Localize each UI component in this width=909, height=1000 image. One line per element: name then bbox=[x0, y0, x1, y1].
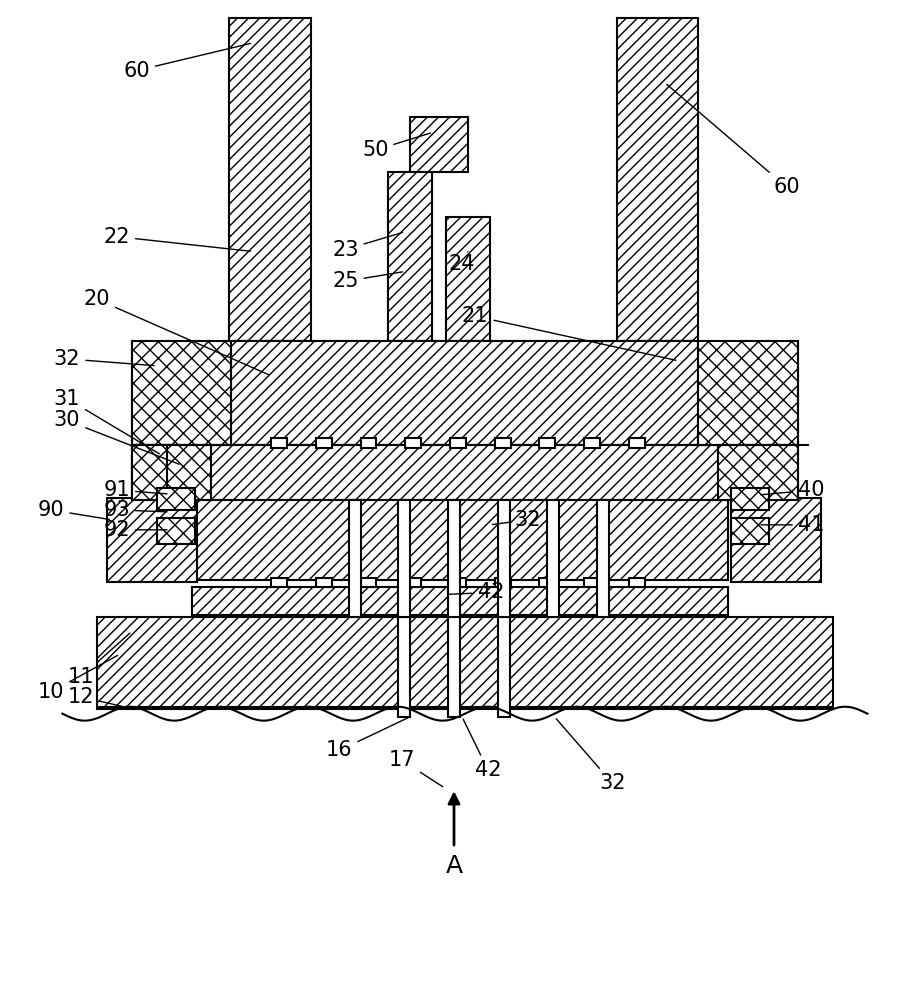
Bar bbox=[494, 438, 511, 448]
Bar bbox=[494, 578, 511, 587]
Text: 32: 32 bbox=[54, 349, 154, 369]
Bar bbox=[192, 587, 728, 615]
Bar bbox=[732, 518, 769, 544]
Text: 24: 24 bbox=[448, 252, 474, 274]
Text: 60: 60 bbox=[667, 84, 800, 197]
Text: 42: 42 bbox=[448, 582, 504, 602]
Bar bbox=[157, 488, 195, 510]
Bar bbox=[498, 500, 510, 617]
Bar bbox=[271, 578, 287, 587]
Bar bbox=[584, 438, 600, 448]
Bar bbox=[361, 578, 376, 587]
Text: 30: 30 bbox=[54, 410, 179, 464]
Text: 32: 32 bbox=[556, 719, 625, 793]
Bar bbox=[629, 578, 644, 587]
Text: 60: 60 bbox=[124, 43, 251, 81]
Bar bbox=[448, 500, 460, 617]
Bar bbox=[539, 578, 555, 587]
Bar bbox=[107, 498, 196, 582]
Bar bbox=[448, 617, 460, 717]
Bar bbox=[398, 617, 410, 717]
Text: 32: 32 bbox=[493, 510, 541, 530]
Bar bbox=[732, 488, 769, 510]
Bar bbox=[405, 438, 421, 448]
Bar bbox=[361, 438, 376, 448]
Bar bbox=[450, 438, 466, 448]
Bar bbox=[547, 500, 559, 617]
Bar bbox=[192, 500, 728, 580]
Bar bbox=[226, 341, 698, 445]
Bar bbox=[232, 341, 698, 445]
Text: 22: 22 bbox=[104, 227, 251, 251]
Text: 17: 17 bbox=[389, 750, 443, 787]
Text: 12: 12 bbox=[67, 687, 129, 708]
Bar bbox=[132, 445, 166, 500]
Bar bbox=[229, 18, 311, 341]
Text: 16: 16 bbox=[326, 718, 408, 760]
Bar bbox=[732, 498, 821, 582]
Bar bbox=[132, 341, 232, 445]
Text: 25: 25 bbox=[332, 271, 403, 291]
Bar bbox=[718, 445, 798, 500]
Bar bbox=[698, 341, 798, 445]
Bar bbox=[629, 438, 644, 448]
Text: 93: 93 bbox=[104, 500, 167, 520]
Text: A: A bbox=[445, 854, 463, 878]
Text: 20: 20 bbox=[84, 289, 268, 375]
Text: 11: 11 bbox=[67, 633, 130, 687]
Bar bbox=[539, 438, 555, 448]
Bar bbox=[166, 445, 758, 500]
Bar bbox=[157, 518, 195, 544]
Text: 91: 91 bbox=[104, 480, 167, 500]
Bar bbox=[398, 500, 410, 617]
Text: 10: 10 bbox=[38, 655, 117, 702]
Text: 90: 90 bbox=[38, 500, 109, 520]
Bar bbox=[97, 617, 833, 707]
Bar bbox=[132, 445, 212, 500]
Bar bbox=[315, 438, 332, 448]
Text: 40: 40 bbox=[761, 480, 824, 500]
Bar bbox=[617, 18, 698, 341]
Bar bbox=[597, 500, 609, 617]
Bar bbox=[388, 172, 432, 341]
Text: 23: 23 bbox=[332, 232, 403, 260]
Bar bbox=[410, 117, 468, 172]
Bar bbox=[315, 578, 332, 587]
Text: 31: 31 bbox=[54, 389, 159, 454]
Bar bbox=[446, 217, 490, 341]
Text: 50: 50 bbox=[362, 133, 431, 160]
Text: 41: 41 bbox=[761, 515, 824, 535]
Text: 92: 92 bbox=[104, 520, 167, 540]
Bar bbox=[271, 438, 287, 448]
Text: 42: 42 bbox=[464, 719, 502, 780]
Bar bbox=[584, 578, 600, 587]
Bar bbox=[349, 500, 361, 617]
Bar bbox=[498, 617, 510, 717]
Text: 21: 21 bbox=[462, 306, 676, 360]
Bar bbox=[450, 578, 466, 587]
Bar bbox=[405, 578, 421, 587]
